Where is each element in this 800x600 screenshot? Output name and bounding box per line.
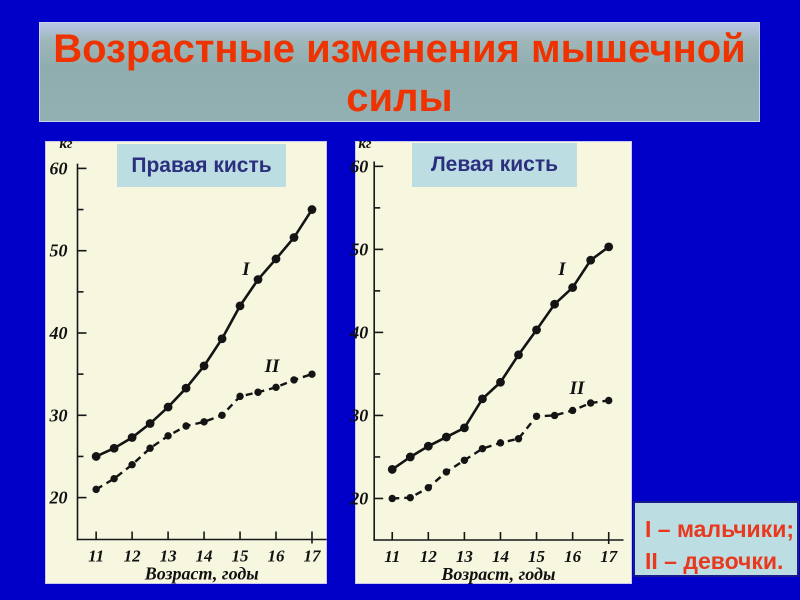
svg-text:50: 50 [50,241,68,261]
svg-text:17: 17 [303,547,322,566]
svg-text:60: 60 [350,156,368,176]
svg-text:16: 16 [564,547,582,566]
svg-text:60: 60 [50,158,68,178]
svg-text:I: I [557,259,566,280]
svg-text:20: 20 [349,488,368,508]
svg-text:II: II [264,356,280,377]
svg-text:Возраст, годы: Возраст, годы [440,564,555,584]
svg-text:17: 17 [600,547,619,566]
svg-text:11: 11 [384,547,400,566]
svg-text:20: 20 [49,488,68,508]
svg-text:30: 30 [49,405,68,425]
svg-text:40: 40 [349,322,368,342]
svg-text:16: 16 [268,547,286,566]
svg-text:12: 12 [124,547,142,566]
svg-text:30: 30 [349,405,368,425]
svg-text:11: 11 [88,547,104,566]
svg-text:40: 40 [49,323,68,343]
svg-text:кг: кг [358,136,372,152]
svg-text:12: 12 [420,547,438,566]
svg-text:II: II [569,378,585,399]
svg-text:кг: кг [59,136,73,152]
svg-text:Возраст, годы: Возраст, годы [144,564,259,584]
svg-text:I: I [241,259,250,280]
svg-text:50: 50 [350,239,368,259]
